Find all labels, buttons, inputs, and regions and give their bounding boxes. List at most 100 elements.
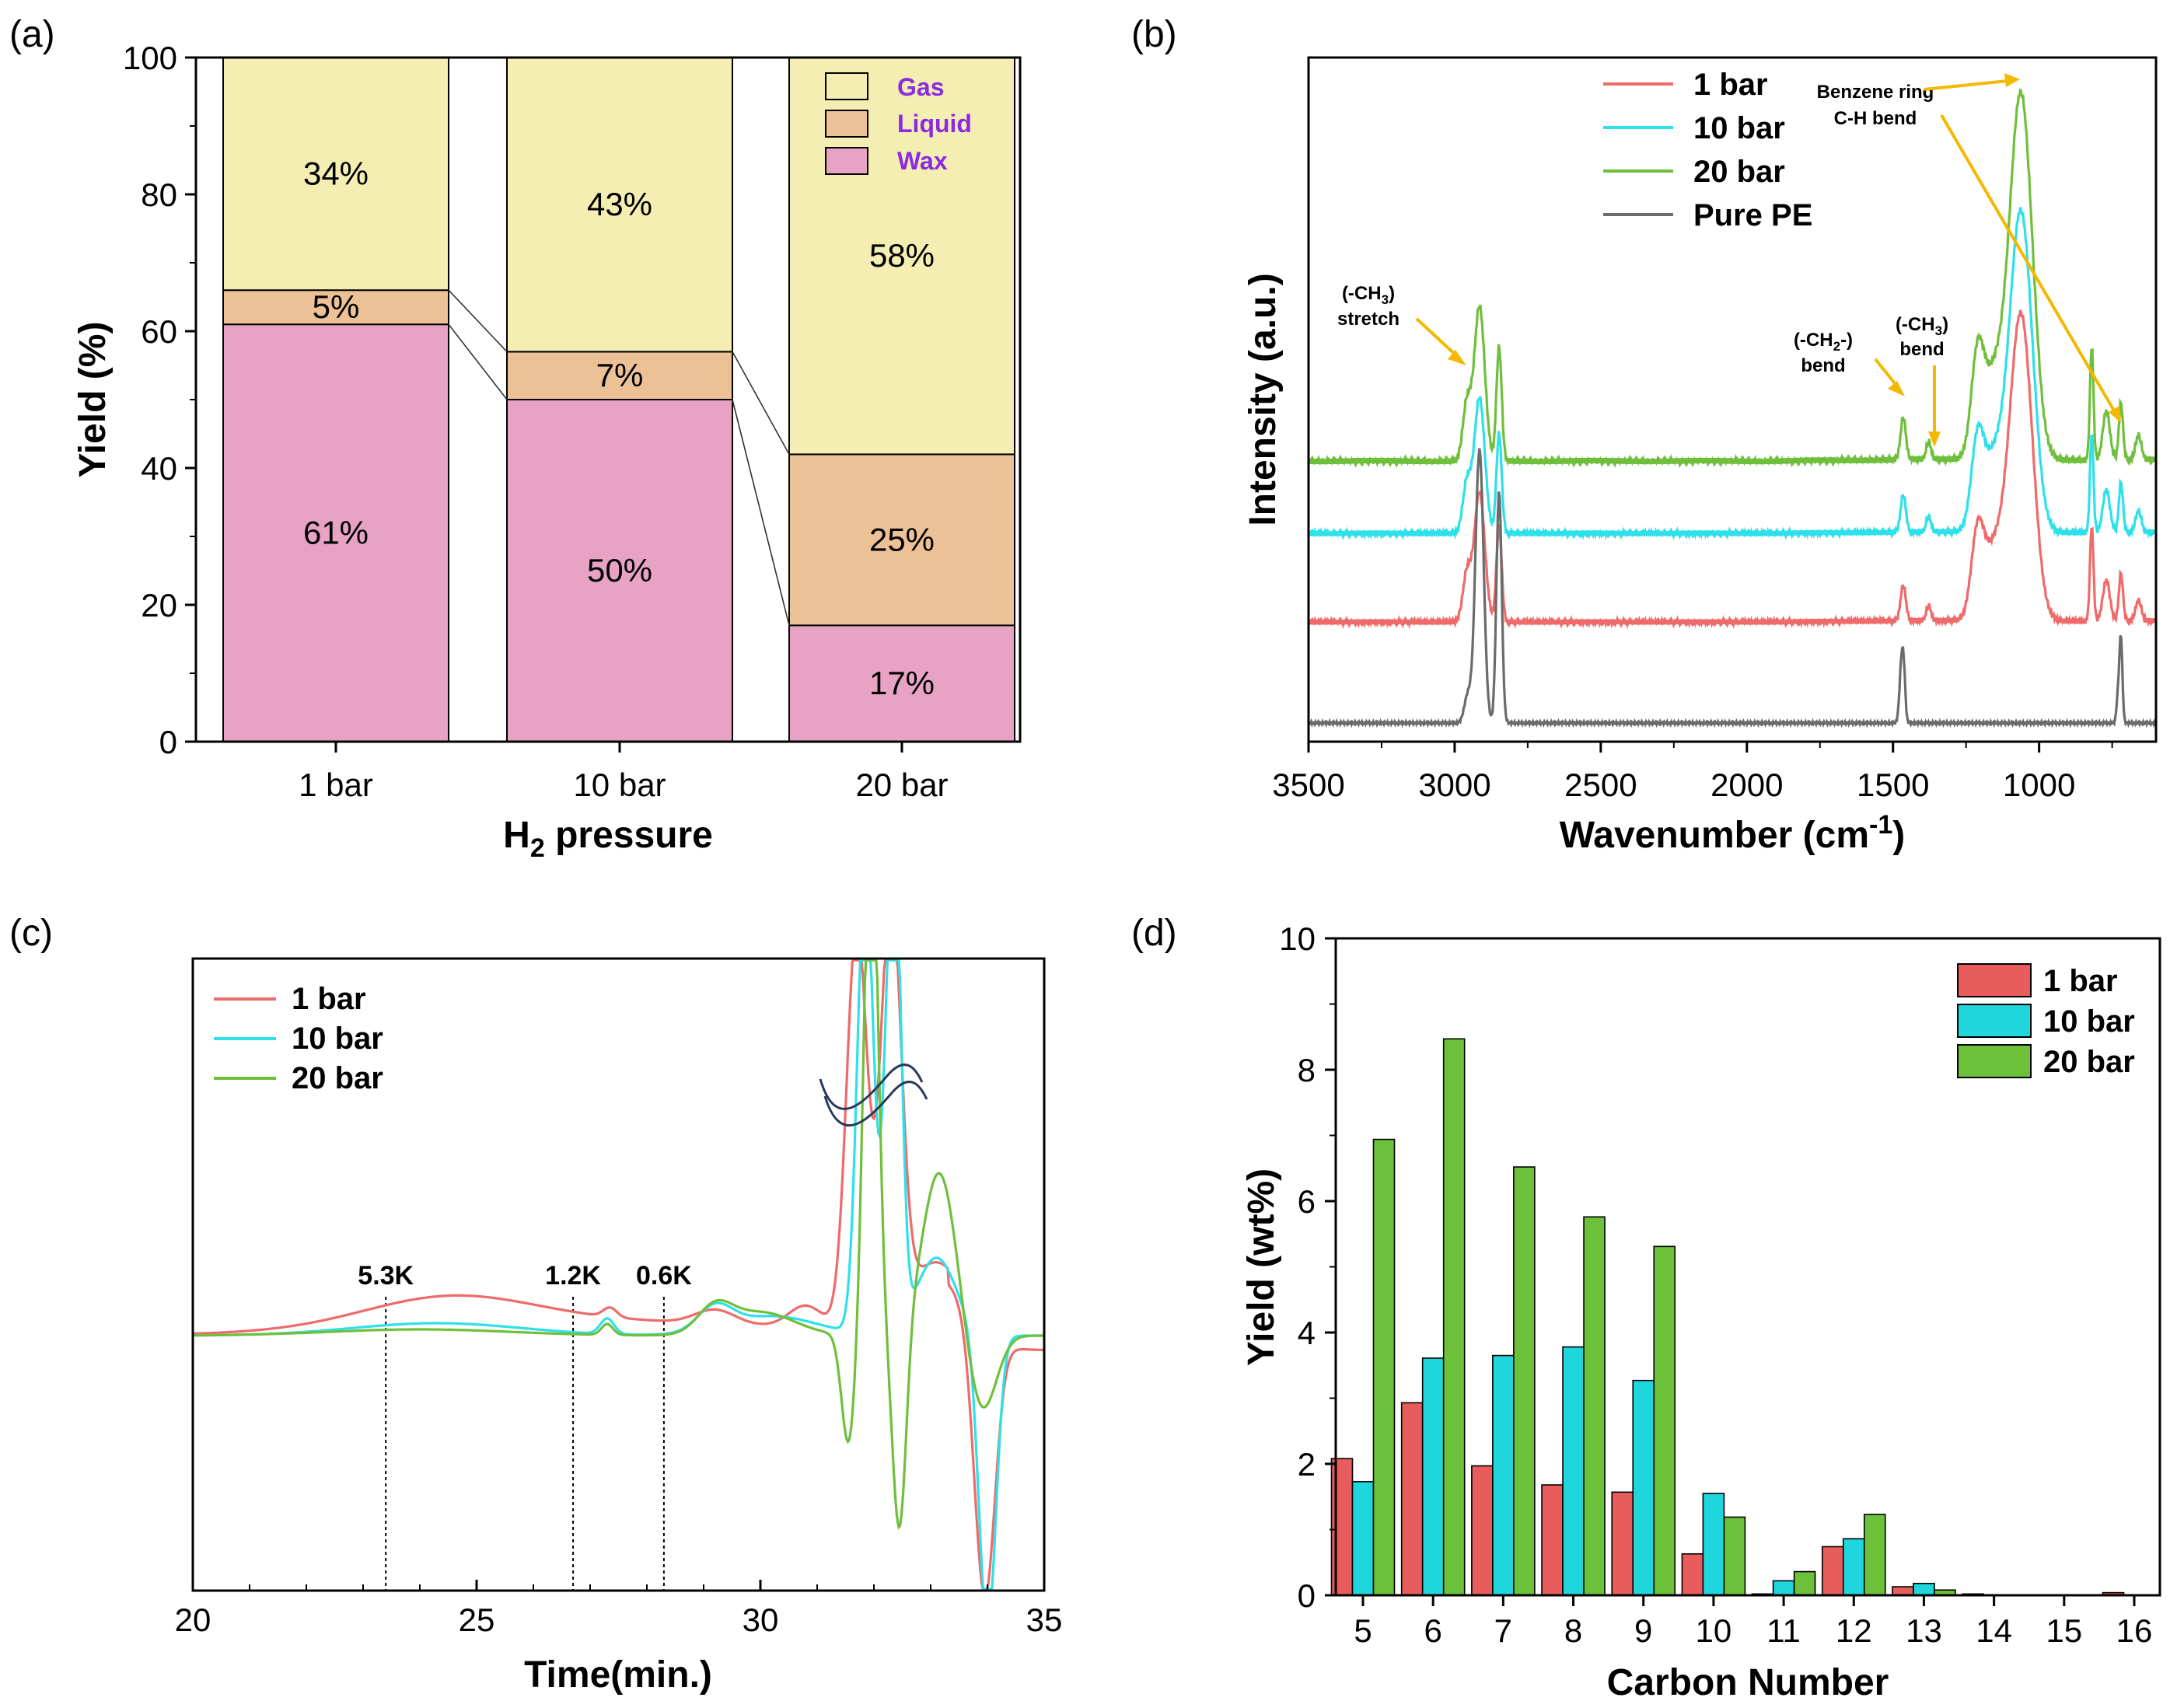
panel-b-label: (b) [1131,14,1177,55]
legend-label: 20 bar [2043,1045,2135,1079]
annotation-arrows [1415,73,2121,447]
panel-d-y-axis-title: Yield (wt%) [1241,1168,1282,1366]
x-tick-label: 30 [743,1601,779,1638]
bar-c9-10-bar [1632,1379,1655,1596]
panel-c-legend: 1 bar 10 bar 20 bar [214,982,383,1095]
bar-c13-1-bar [1892,1586,1914,1596]
bar-c8-20-bar [1583,1216,1606,1596]
chromatogram-line-20-bar [193,959,1044,1530]
y-tick-label: 40 [141,450,177,487]
ch3-stretch-annotation: (-CH3) stretch [1337,283,1400,330]
svg-text:C-H bend: C-H bend [1834,108,1917,129]
panel-b-ftir-spectra: (b) 3500 3000 2500 2000 1500 1000 Wavenumber … [1131,14,2158,856]
y-tick-label: 0 [159,724,177,760]
segment-label-liquid-20-bar: 25% [869,521,935,557]
connector-line [732,399,790,626]
bar-c8-1-bar [1541,1484,1564,1596]
spectrum-line-20-bar [1307,89,2157,469]
bar-c6-20-bar [1442,1038,1466,1596]
segment-label-gas-1-bar: 34% [303,155,369,192]
bar-c13-10-bar [1913,1582,1935,1596]
bar-c6-10-bar [1421,1357,1445,1596]
bar-c12-20-bar [1863,1514,1886,1596]
mw-marker-label: 1.2K [545,1261,601,1291]
ch3-bend-annotation: (-CH3) bend [1896,314,1948,360]
connector-line [448,323,508,400]
x-tick-label: 2500 [1564,767,1637,803]
svg-text:bend: bend [1899,339,1944,360]
legend-label: 10 bar [2043,1004,2135,1039]
svg-text:(-CH3): (-CH3) [1342,283,1395,307]
panel-b-plot-frame [1307,56,2158,743]
legend-gas-swatch [825,72,868,100]
connector-line [732,351,790,455]
bar-c12-1-bar [1821,1546,1844,1596]
legend-liquid-swatch [825,110,868,138]
legend-label: 1 bar [1693,68,1768,102]
bar-liquid-20-bar [788,453,1015,627]
legend-label: Pure PE [1693,198,1812,232]
x-tick-label: 7 [1494,1612,1512,1649]
spectrum-line-1-bar [1307,309,2157,630]
x-tick-label: 14 [1976,1612,2012,1649]
panel-a-label: (a) [9,14,55,55]
bar-wax-1-bar [222,323,449,742]
x-tick-label: 16 [2116,1612,2153,1649]
x-tick-label: 3500 [1272,767,1344,803]
x-tick-label: 13 [1906,1612,1942,1649]
spectrum-line-pure-pe [1307,448,2157,728]
svg-text:stretch: stretch [1337,309,1400,330]
x-tick-label: 2000 [1710,767,1783,803]
ch2-bend-annotation: (-CH2-) bend [1794,330,1853,376]
legend-label: 10 bar [1693,111,1785,145]
panel-c-plot-frame [191,957,1046,1592]
panel-c-label: (c) [9,913,53,954]
segment-label-gas-20-bar: 58% [869,237,935,274]
segment-label-liquid-1-bar: 5% [313,288,360,325]
x-tick-label: 25 [459,1601,495,1638]
legend-swatch [1957,963,2032,997]
legend-swatch [1957,1004,2032,1038]
svg-text:Benzene ring: Benzene ring [1817,82,1934,103]
panel-b-legend: 1 bar 10 bar 20 bar Pure PE [1603,68,1812,232]
legend-label: 20 bar [1693,155,1785,189]
y-tick-label: 8 [1298,1052,1316,1088]
connector-line [448,289,508,352]
legend-label: 1 bar [2043,964,2118,998]
mw-marker-label: 0.6K [636,1261,692,1291]
x-tick-label: 20 [175,1601,211,1638]
y-tick-label: 0 [1298,1577,1316,1614]
bar-c12-10-bar [1842,1538,1865,1596]
legend-gas-label: Gas [897,73,944,101]
segment-label-liquid-10-bar: 7% [596,357,644,393]
x-tick-label: 9 [1634,1612,1652,1649]
y-tick-label: 80 [141,176,177,213]
y-tick-label: 100 [123,40,177,76]
bar-liquid-1-bar [222,289,449,326]
panel-a-stacked-bar-chart: (a) 61% 5% 34% 50% 7% 43% 17% 25% 58% 0 20 40 60 80 1… [9,14,1022,863]
panel-b-x-axis-title: Wavenumber (cm-1) [1560,810,1906,856]
bar-c5-10-bar [1351,1481,1375,1596]
panel-b-annotations: (-CH3) stretch (-CH2-) bend (-CH3) bend … [1337,73,2121,447]
bar-c7-20-bar [1513,1166,1536,1596]
x-tick-label: 11 [1766,1612,1801,1649]
bar-c9-1-bar [1611,1491,1634,1596]
mw-marker-label: 5.3K [358,1261,414,1291]
y-tick-label: 60 [141,313,177,350]
bar-gas-10-bar [506,57,733,353]
svg-text:bend: bend [1801,355,1845,376]
segment-label-wax-1-bar: 61% [303,515,369,551]
bar-c10-1-bar [1681,1553,1704,1596]
panel-d-carbon-number-bars: (d) 0 2 4 6 8 10 5 6 7 8 9 10 11 12 13 14 15 16 Yield (w… [1131,913,2161,1703]
bar-wax-20-bar [788,624,1015,743]
bar-c8-10-bar [1562,1346,1585,1596]
bar-c7-1-bar [1471,1465,1494,1596]
x-tick-label: 20 bar [855,767,948,803]
bar-c10-20-bar [1723,1516,1746,1596]
y-tick-label: 20 [141,587,177,623]
x-tick-label: 8 [1564,1612,1582,1649]
axis-break-symbol [819,1064,928,1126]
bar-c7-10-bar [1492,1354,1515,1596]
panel-d-legend: 1 bar 10 bar 20 bar [1957,963,2135,1079]
x-tick-label: 1 bar [299,767,373,803]
